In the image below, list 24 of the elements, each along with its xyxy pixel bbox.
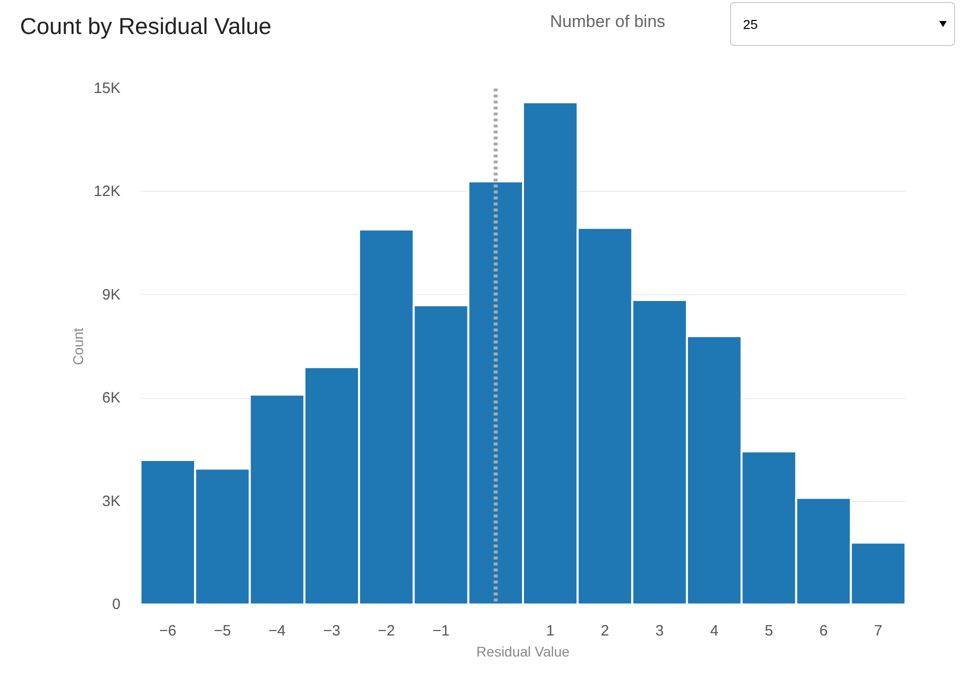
y-tick-label: 3K bbox=[102, 492, 121, 510]
y-tick-label: 15K bbox=[94, 80, 121, 97]
x-tick-label: 3 bbox=[655, 622, 664, 640]
x-tick-label: 7 bbox=[874, 622, 882, 640]
x-tick-label: −1 bbox=[432, 622, 450, 640]
text: Number of bins bbox=[550, 11, 666, 33]
x-tick-label: 2 bbox=[600, 622, 610, 640]
x-axis-title: Residual Value bbox=[476, 644, 570, 660]
y-tick-label: 12K bbox=[94, 183, 121, 200]
chart-title: Count by Residual Value bbox=[20, 12, 272, 41]
x-tick-label: 6 bbox=[819, 622, 828, 640]
y-tick-label: 9K bbox=[102, 286, 121, 304]
x-tick-label: −5 bbox=[214, 622, 232, 640]
y-axis-title: Count bbox=[70, 328, 86, 366]
x-tick-label: −4 bbox=[268, 622, 286, 640]
text: 25 bbox=[730, 2, 955, 46]
x-tick-label: 4 bbox=[710, 622, 718, 640]
y-tick-label: 0 bbox=[112, 596, 120, 613]
x-tick-label: 1 bbox=[546, 622, 554, 640]
x-tick-label: −2 bbox=[378, 622, 395, 640]
x-tick-label: 5 bbox=[764, 622, 774, 640]
x-tick-label: −3 bbox=[323, 622, 340, 640]
y-tick-label: 6K bbox=[102, 390, 121, 407]
x-tick-label: −6 bbox=[159, 622, 176, 640]
